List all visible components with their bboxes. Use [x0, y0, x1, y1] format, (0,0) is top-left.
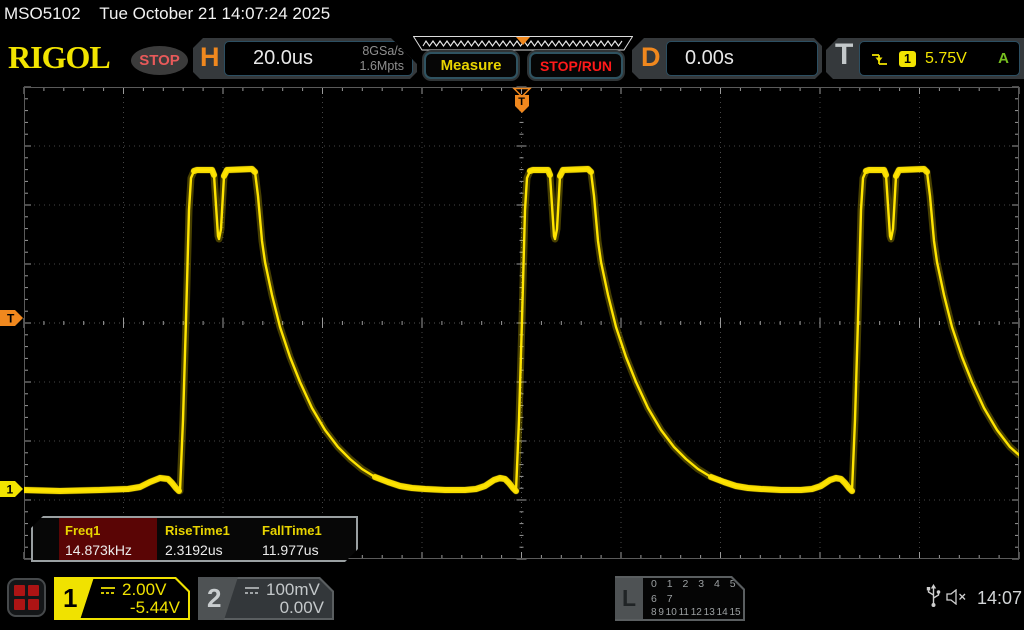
dc-coupling-icon [101, 586, 115, 594]
channel1-position-marker[interactable]: 1 [0, 481, 23, 497]
sample-rate: 8GSa/s [362, 43, 404, 58]
measurement-label: RiseTime1 [165, 523, 230, 538]
top-info-bar: MSO5102 Tue October 21 14:07:24 2025 [0, 0, 1024, 28]
timebase-box[interactable]: 20.0us 8GSa/s 1.6Mpts [224, 41, 413, 76]
measure-button[interactable]: Measure [424, 52, 518, 79]
measurement-results-panel: Freq1 14.873kHz RiseTime1 2.3192us FallT… [31, 516, 358, 562]
logic-channels-row1: 0 1 2 3 4 5 6 7 [651, 577, 737, 605]
trigger-position-marker[interactable]: T [512, 87, 532, 114]
speaker-muted-icon [946, 589, 966, 605]
trigger-level-value: 5.75V [925, 49, 967, 67]
trigger-source-badge: 1 [899, 50, 916, 67]
horizontal-panel[interactable]: H 20.0us 8GSa/s 1.6Mpts [193, 38, 417, 79]
dc-coupling-icon [245, 586, 259, 594]
model-name: MSO5102 [4, 4, 81, 23]
svg-text:T: T [518, 96, 525, 108]
rigol-logo: RIGOL [8, 39, 111, 75]
measurement-risetime1[interactable]: RiseTime1 2.3192us [157, 518, 254, 560]
horizontal-label: H [200, 42, 220, 72]
delay-label: D [641, 42, 661, 72]
trigger-level-marker[interactable]: T [0, 310, 23, 326]
delay-panel[interactable]: D 0.00s [632, 38, 822, 79]
memory-depth: 1.6Mpts [359, 58, 404, 73]
acquisition-rates: 8GSa/s 1.6Mpts [360, 44, 404, 74]
trigger-box[interactable]: 1 5.75V A [859, 41, 1020, 76]
channel2-scale: 100mV [266, 580, 320, 599]
usb-icon [926, 584, 941, 607]
datetime-text: Tue October 21 14:07:24 2025 [99, 4, 331, 23]
logic-channels-row2: 8 9 10 11 12 13 14 15 [651, 607, 741, 619]
channel1-status-box[interactable]: 1 2.00V -5.44V [54, 577, 190, 620]
channel1-scale: 2.00V [122, 580, 167, 599]
measurement-value: 14.873kHz [65, 542, 132, 558]
trigger-mode: A [998, 50, 1009, 67]
timebase-value: 20.0us [253, 47, 314, 69]
logic-channel-list: 0 1 2 3 4 5 6 7 8 9 10 11 12 13 14 15 [643, 578, 743, 619]
horizontal-position-indicator[interactable] [413, 36, 633, 51]
clock-text: 14:07 [977, 588, 1023, 608]
logic-label: L [615, 578, 643, 619]
trigger-edge-icon [872, 53, 887, 65]
channel1-trace [24, 165, 1019, 495]
svg-text:T: T [7, 312, 15, 326]
graticule-border [24, 87, 1019, 559]
delay-box[interactable]: 0.00s [666, 41, 818, 76]
trigger-panel[interactable]: T 1 5.75V A [826, 38, 1024, 79]
measurement-label: FallTime1 [262, 523, 322, 538]
logic-analyzer-box[interactable]: L 0 1 2 3 4 5 6 7 8 9 10 11 12 13 14 15 [615, 576, 745, 621]
channel1-offset: -5.44V [129, 598, 180, 617]
stop-run-button[interactable]: STOP/RUN [529, 52, 623, 79]
trigger-label: T [835, 38, 854, 71]
measurement-value: 2.3192us [165, 542, 223, 558]
measurement-label: Freq1 [65, 523, 101, 538]
run-state-badge: STOP [131, 46, 188, 75]
measurement-value: 11.977us [262, 542, 319, 558]
channel2-offset: 0.00V [279, 598, 324, 617]
channel2-status-box[interactable]: 2 100mV 0.00V [198, 577, 334, 620]
measurement-freq1[interactable]: Freq1 14.873kHz [59, 518, 157, 560]
delay-value: 0.00s [685, 47, 734, 69]
menu-grid-button[interactable] [7, 578, 46, 617]
grid-icon [14, 585, 39, 610]
svg-text:1: 1 [7, 483, 14, 497]
measurement-falltime1[interactable]: FallTime1 11.977us [254, 518, 354, 560]
